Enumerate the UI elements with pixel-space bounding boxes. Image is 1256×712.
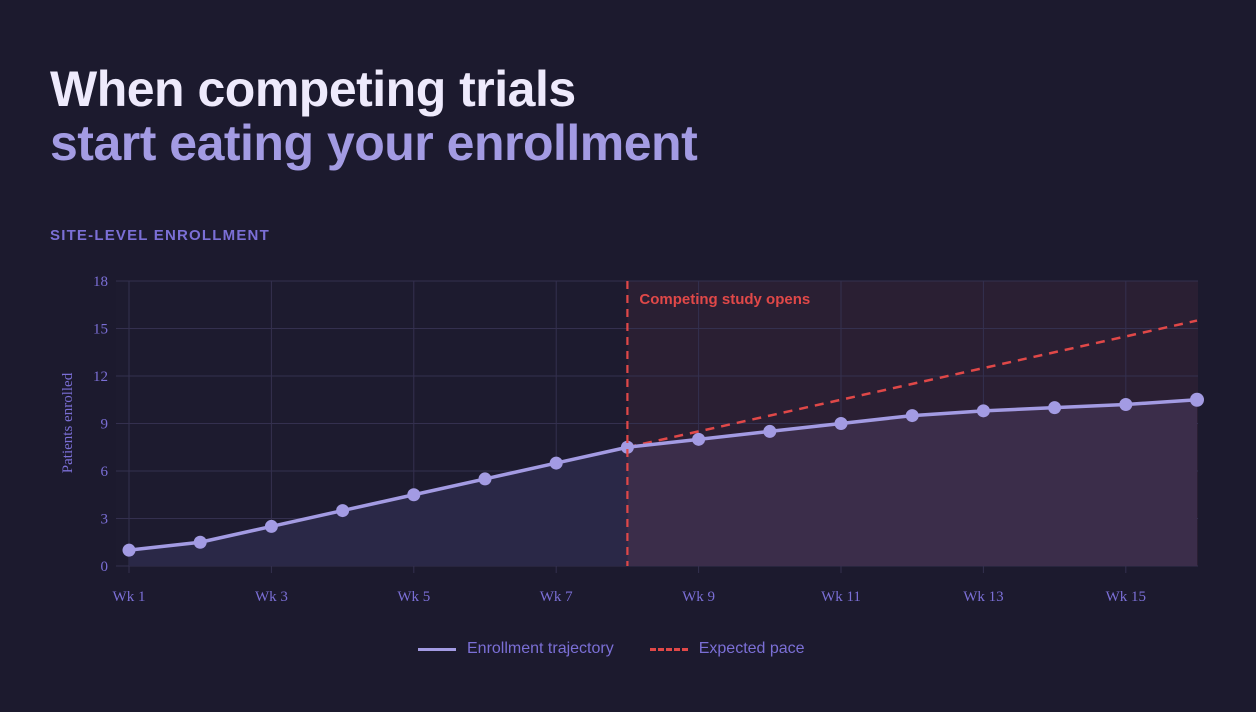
data-point-marker [1119,398,1133,411]
expected-pace-line [627,319,1198,449]
data-point-marker [264,519,278,533]
legend-label: Expected pace [698,640,805,657]
data-point-marker [122,543,136,557]
data-point-marker [834,417,848,430]
data-point-marker [336,504,350,518]
y-tick-label: 18 [93,274,108,290]
page-title: When competing trials start eating your … [50,61,698,171]
data-point-marker [763,424,777,438]
x-tick-label: Wk 9 [682,589,715,605]
title-line-2: start eating your enrollment [50,115,698,171]
solid-line-swatch-icon [418,647,456,651]
enrollment-trajectory-line [128,398,1198,552]
section-label: SITE-LEVEL ENROLLMENT [50,227,270,244]
legend-item-trajectory: Enrollment trajectory [418,640,614,658]
dashed-line-swatch-icon [649,647,688,651]
x-tick-label: Wk 13 [963,589,1003,605]
x-tick-label: Wk 3 [255,589,288,605]
x-tick-label: Wk 15 [1106,589,1146,605]
y-tick-label: 9 [101,417,109,433]
data-point-marker [549,456,563,470]
data-point-marker [478,472,492,486]
chart-legend: Enrollment trajectory Expected pace [418,640,841,658]
data-point-marker [620,440,634,454]
data-point-marker [976,404,990,418]
data-point-marker [407,488,421,502]
x-tick-label: Wk 5 [397,589,430,605]
x-tick-label: Wk 11 [821,589,861,605]
legend-label: Enrollment trajectory [467,640,614,657]
annotation-label: Competing study opens [639,291,810,308]
y-tick-label: 3 [101,512,109,528]
x-tick-label: Wk 7 [540,589,573,605]
trajectory-area-after [627,399,1197,566]
y-tick-label: 15 [93,322,108,338]
data-point-marker [193,535,207,549]
y-tick-label: 12 [93,369,108,385]
trajectory-area-before [129,447,628,566]
data-point-marker [1048,401,1062,415]
data-point-marker [692,432,706,446]
data-point-marker [905,409,919,423]
x-tick-label: Wk 1 [113,589,146,605]
title-line-1: When competing trials [50,61,576,117]
data-point-marker [1190,392,1204,407]
y-tick-label: 6 [101,464,109,480]
legend-item-expected: Expected pace [649,640,805,658]
y-tick-label: 0 [101,559,109,575]
y-axis-title: Patients enrolled [60,372,76,473]
